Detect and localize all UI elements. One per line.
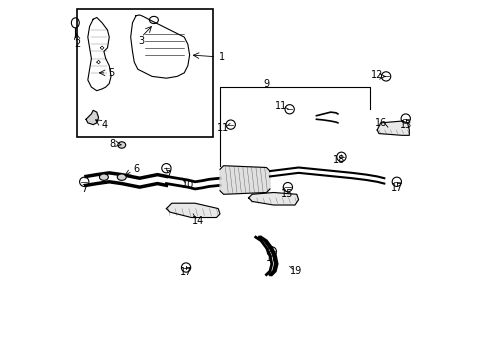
Text: 1: 1 <box>219 52 225 62</box>
Ellipse shape <box>117 174 126 180</box>
Text: 13: 13 <box>400 120 412 130</box>
Text: 11: 11 <box>274 101 287 111</box>
Text: 7: 7 <box>81 184 87 194</box>
Text: 12: 12 <box>371 69 383 80</box>
FancyBboxPatch shape <box>77 9 213 137</box>
Text: 7: 7 <box>165 170 172 180</box>
Text: 19: 19 <box>290 266 302 276</box>
Polygon shape <box>220 166 270 194</box>
Polygon shape <box>167 203 220 217</box>
Text: 17: 17 <box>391 183 403 193</box>
Text: 3: 3 <box>138 36 145 46</box>
Polygon shape <box>86 111 98 125</box>
Text: 17: 17 <box>180 267 192 277</box>
Text: 6: 6 <box>133 164 139 174</box>
Polygon shape <box>377 121 409 135</box>
Text: 17: 17 <box>266 253 278 263</box>
Text: 4: 4 <box>102 120 108 130</box>
Text: 16: 16 <box>375 118 387 128</box>
Ellipse shape <box>118 142 126 148</box>
Text: 5: 5 <box>108 68 115 78</box>
Text: 14: 14 <box>192 216 204 226</box>
Polygon shape <box>248 193 298 205</box>
Ellipse shape <box>99 174 108 180</box>
Text: 10: 10 <box>182 180 194 190</box>
Text: 18: 18 <box>333 156 345 165</box>
Text: 9: 9 <box>263 78 270 89</box>
Text: 8: 8 <box>110 139 116 149</box>
Text: 2: 2 <box>74 39 80 49</box>
Text: 15: 15 <box>281 189 294 199</box>
Text: 11: 11 <box>218 123 230 133</box>
